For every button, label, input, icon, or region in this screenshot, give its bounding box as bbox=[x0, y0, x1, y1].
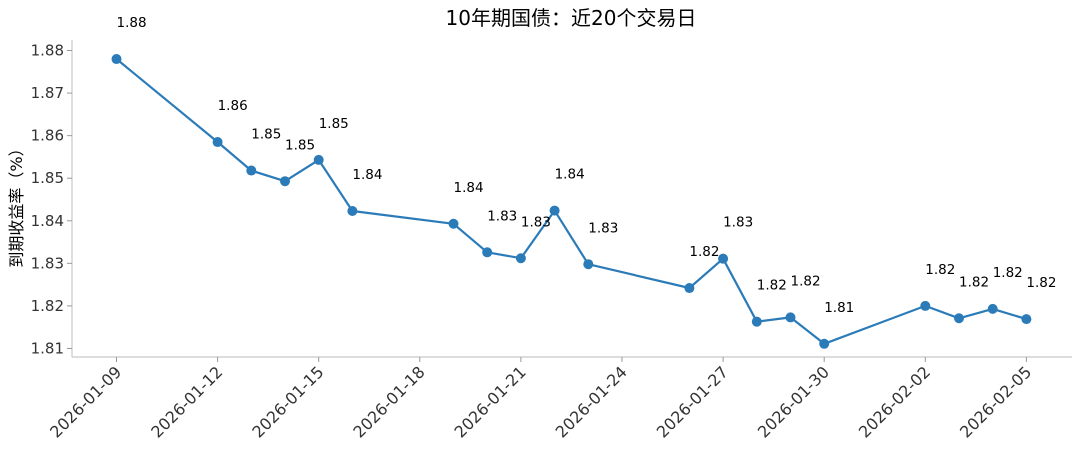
data-label: 1.81 bbox=[824, 300, 854, 316]
data-label: 1.82 bbox=[993, 265, 1023, 281]
data-label: 1.82 bbox=[757, 278, 787, 294]
data-point bbox=[549, 205, 560, 216]
data-point bbox=[819, 338, 830, 349]
data-label: 1.82 bbox=[925, 262, 955, 278]
data-label: 1.84 bbox=[352, 167, 382, 183]
data-label: 1.85 bbox=[251, 127, 281, 143]
series-group bbox=[111, 54, 1032, 349]
data-label: 1.84 bbox=[555, 167, 585, 183]
y-tick-label: 1.81 bbox=[31, 339, 64, 357]
data-point bbox=[1021, 314, 1032, 325]
y-tick-label: 1.86 bbox=[31, 127, 64, 145]
data-label: 1.83 bbox=[588, 220, 618, 236]
y-tick-label: 1.88 bbox=[31, 42, 64, 60]
data-point bbox=[212, 137, 223, 148]
x-tick-label: 2026-01-15 bbox=[248, 362, 327, 441]
data-point bbox=[987, 303, 998, 314]
data-point bbox=[751, 316, 762, 327]
data-point bbox=[515, 253, 526, 264]
x-tick-label: 2026-01-12 bbox=[147, 362, 226, 441]
y-tick-label: 1.84 bbox=[31, 212, 64, 230]
y-tick-label: 1.87 bbox=[31, 84, 64, 102]
data-point bbox=[347, 205, 358, 216]
x-tick-label: 2026-01-09 bbox=[46, 362, 125, 441]
data-label: 1.83 bbox=[723, 215, 753, 231]
chart-title: 10年期国债：近20个交易日 bbox=[446, 6, 697, 30]
data-label: 1.83 bbox=[521, 214, 551, 230]
x-tick-label: 2026-01-30 bbox=[754, 362, 833, 441]
data-label: 1.85 bbox=[319, 116, 349, 132]
y-tick-label: 1.85 bbox=[31, 169, 64, 187]
data-label: 1.82 bbox=[1026, 275, 1056, 291]
data-label: 1.82 bbox=[959, 274, 989, 290]
data-point bbox=[785, 312, 796, 323]
x-tick-label: 2026-01-18 bbox=[349, 362, 428, 441]
x-tick-label: 2026-01-24 bbox=[552, 362, 631, 441]
data-point bbox=[718, 253, 729, 264]
x-ticks: 2026-01-09 2026-01-12 2026-01-15 2026-01-18… bbox=[46, 357, 1035, 442]
data-point bbox=[313, 154, 324, 165]
data-point bbox=[954, 313, 964, 324]
series-line bbox=[115, 58, 1027, 345]
data-point bbox=[280, 176, 290, 187]
data-label: 1.85 bbox=[285, 137, 315, 153]
x-tick-label: 2026-02-05 bbox=[956, 362, 1035, 441]
data-point bbox=[583, 259, 594, 270]
x-tick-label: 2026-02-02 bbox=[855, 362, 934, 441]
y-axis-label: 到期收益率（%） bbox=[7, 140, 26, 267]
data-point bbox=[482, 247, 493, 258]
y-ticks: 1.81 1.82 1.83 1.84 1.85 1.86 1.87 1.88 bbox=[31, 42, 72, 357]
data-label: 1.88 bbox=[117, 15, 147, 31]
data-label: 1.84 bbox=[454, 180, 484, 196]
data-label: 1.82 bbox=[791, 273, 821, 289]
data-point bbox=[111, 54, 122, 65]
y-tick-label: 1.83 bbox=[31, 254, 64, 272]
data-point bbox=[684, 283, 695, 294]
data-labels: 1.881.861.851.851.851.841.841.83 1.831.84… bbox=[117, 15, 1057, 316]
y-tick-label: 1.82 bbox=[31, 297, 64, 315]
x-tick-label: 2026-01-21 bbox=[451, 362, 530, 441]
data-point bbox=[920, 300, 931, 311]
data-label: 1.83 bbox=[487, 208, 517, 224]
data-label: 1.82 bbox=[689, 244, 719, 260]
x-tick-label: 2026-01-27 bbox=[653, 362, 732, 441]
data-point bbox=[448, 218, 459, 229]
data-label: 1.86 bbox=[218, 98, 248, 114]
data-point bbox=[246, 165, 257, 176]
